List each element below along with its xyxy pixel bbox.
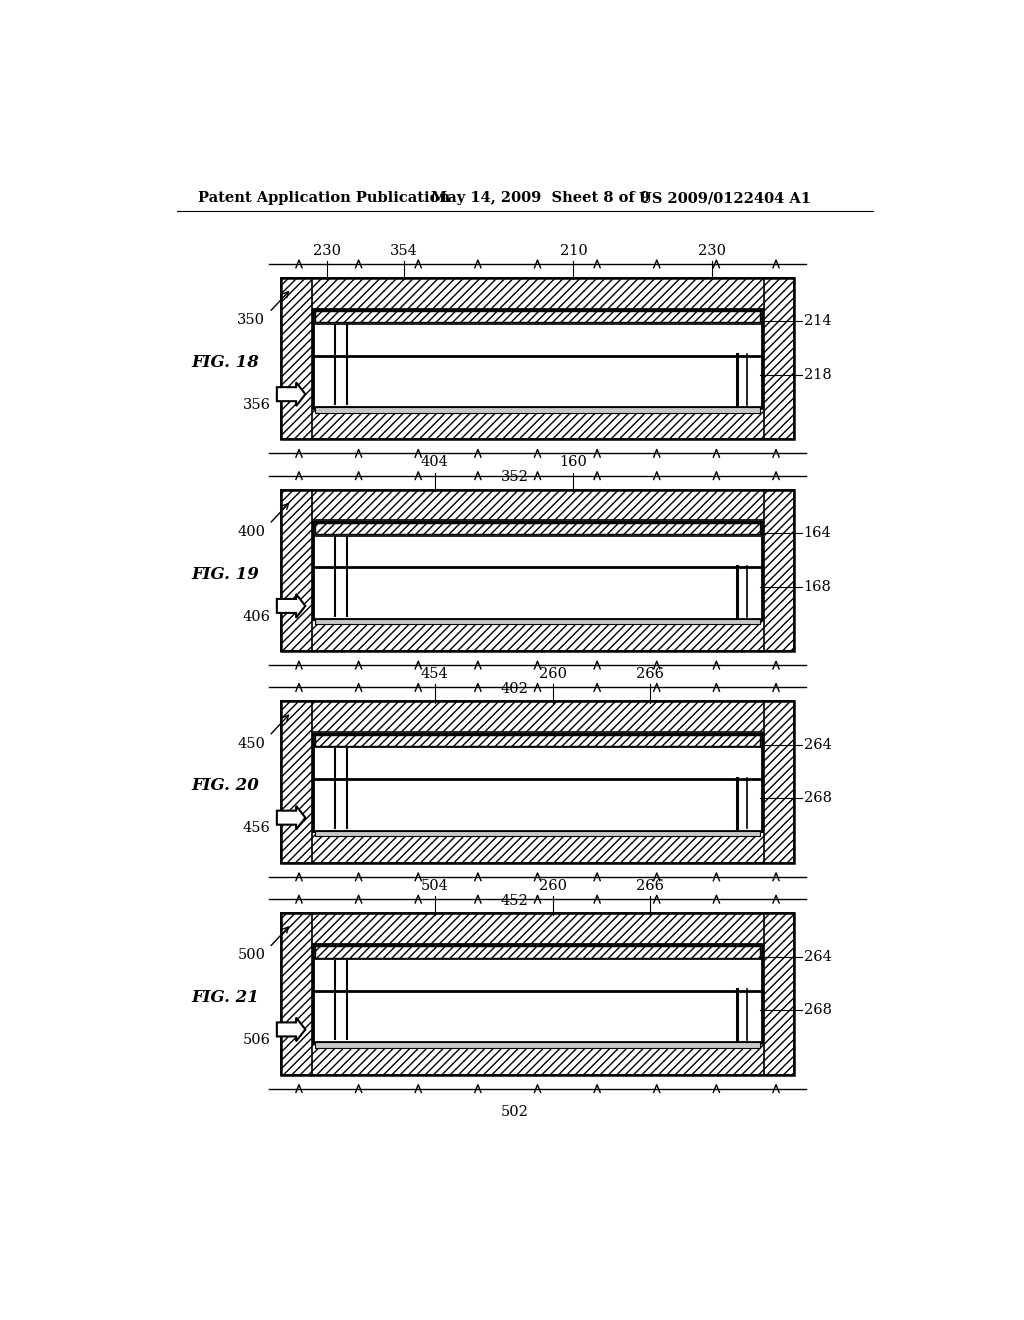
Text: 230: 230 <box>313 244 341 257</box>
Bar <box>281 277 795 440</box>
Bar <box>315 407 760 412</box>
Text: 456: 456 <box>243 821 270 836</box>
Bar <box>281 1044 795 1074</box>
Text: Patent Application Publication: Patent Application Publication <box>199 191 451 206</box>
Text: 164: 164 <box>804 527 831 540</box>
Bar <box>315 734 760 746</box>
Text: 260: 260 <box>539 667 567 681</box>
Text: 504: 504 <box>421 879 449 892</box>
Bar <box>315 521 760 535</box>
Bar <box>281 490 795 520</box>
Bar <box>281 701 795 733</box>
Bar <box>281 701 795 863</box>
Bar <box>764 277 795 440</box>
Bar <box>281 277 311 440</box>
FancyArrow shape <box>276 383 305 407</box>
Bar <box>315 945 760 958</box>
Text: 350: 350 <box>238 313 265 327</box>
Text: US 2009/0122404 A1: US 2009/0122404 A1 <box>639 191 811 206</box>
FancyArrow shape <box>276 1018 305 1041</box>
Text: 266: 266 <box>637 879 665 892</box>
Bar <box>313 734 762 830</box>
Text: FIG. 20: FIG. 20 <box>191 777 259 795</box>
Text: 502: 502 <box>501 1106 528 1119</box>
Text: 168: 168 <box>804 579 831 594</box>
Text: 264: 264 <box>804 738 831 752</box>
Text: 400: 400 <box>238 525 265 539</box>
Text: 268: 268 <box>804 1003 831 1016</box>
Text: 160: 160 <box>559 455 588 470</box>
Text: May 14, 2009  Sheet 8 of 9: May 14, 2009 Sheet 8 of 9 <box>431 191 650 206</box>
Text: 264: 264 <box>804 949 831 964</box>
Text: 218: 218 <box>804 368 831 381</box>
Text: 210: 210 <box>559 244 588 257</box>
Bar <box>313 310 762 407</box>
FancyArrow shape <box>276 805 305 829</box>
Bar <box>281 490 311 651</box>
Text: FIG. 21: FIG. 21 <box>191 989 259 1006</box>
Text: 260: 260 <box>539 879 567 892</box>
Text: 352: 352 <box>501 470 528 484</box>
Bar <box>281 913 795 1074</box>
Text: 402: 402 <box>501 682 528 696</box>
Text: 506: 506 <box>243 1034 270 1047</box>
Text: 404: 404 <box>421 455 449 470</box>
Bar <box>281 620 795 651</box>
Text: 214: 214 <box>804 314 831 329</box>
Bar <box>764 490 795 651</box>
Bar <box>281 913 311 1074</box>
Text: 450: 450 <box>238 737 265 751</box>
Bar <box>313 521 762 619</box>
Bar <box>281 701 311 863</box>
Bar <box>315 1043 760 1048</box>
Text: 454: 454 <box>421 667 449 681</box>
Bar <box>313 945 762 1043</box>
Bar <box>764 913 795 1074</box>
Bar <box>315 310 760 322</box>
Bar <box>764 701 795 863</box>
Text: 268: 268 <box>804 791 831 805</box>
Bar <box>315 619 760 624</box>
Bar <box>281 490 795 651</box>
Bar <box>281 409 795 440</box>
Text: 356: 356 <box>243 397 270 412</box>
Text: 266: 266 <box>637 667 665 681</box>
Bar <box>315 830 760 836</box>
Bar <box>281 913 795 944</box>
Text: 230: 230 <box>698 244 726 257</box>
Text: FIG. 18: FIG. 18 <box>191 354 259 371</box>
Bar <box>281 832 795 863</box>
Text: 500: 500 <box>238 948 265 962</box>
Bar <box>281 277 795 309</box>
Text: 406: 406 <box>243 610 270 624</box>
Text: FIG. 19: FIG. 19 <box>191 566 259 582</box>
Text: 452: 452 <box>501 894 528 908</box>
Text: 354: 354 <box>390 244 418 257</box>
FancyArrow shape <box>276 594 305 618</box>
